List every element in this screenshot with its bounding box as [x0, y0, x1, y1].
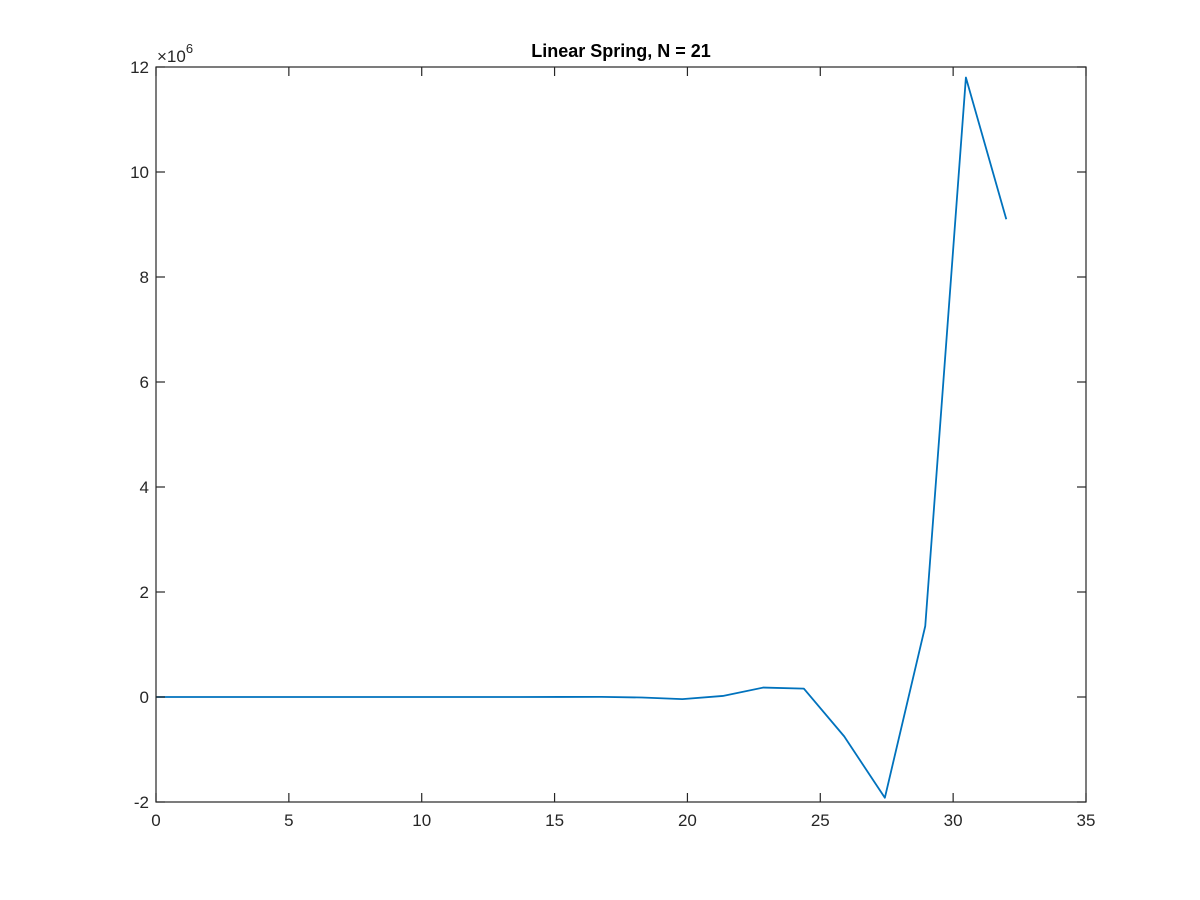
y-tick-label: 12 — [130, 58, 149, 77]
ticks-layer — [155, 66, 1087, 803]
y-tick-label: 8 — [140, 268, 149, 287]
y-tick-label: -2 — [134, 793, 149, 812]
y-tick-label: 0 — [140, 688, 149, 707]
series-line-0 — [156, 76, 1008, 799]
x-tick-label: 20 — [678, 811, 697, 830]
y-tick-label: 2 — [140, 583, 149, 602]
x-tick-label: 15 — [545, 811, 564, 830]
y-exponent-power: 6 — [186, 41, 193, 56]
y-tick-label: 6 — [140, 373, 149, 392]
y-tick-label: 4 — [140, 478, 149, 497]
y-exponent-label: ×106 — [157, 41, 193, 66]
x-tick-label: 30 — [944, 811, 963, 830]
chart-title: Linear Spring, N = 21 — [531, 41, 711, 61]
axes-box — [155, 66, 1087, 803]
plot-area — [156, 67, 1086, 802]
x-tick-label: 5 — [284, 811, 293, 830]
x-tick-label: 10 — [412, 811, 431, 830]
x-tick-label: 0 — [151, 811, 160, 830]
y-tick-label: 10 — [130, 163, 149, 182]
x-tick-label: 25 — [811, 811, 830, 830]
series-layer — [156, 76, 1008, 799]
x-tick-label: 35 — [1077, 811, 1096, 830]
y-exponent-base: ×10 — [157, 47, 186, 66]
